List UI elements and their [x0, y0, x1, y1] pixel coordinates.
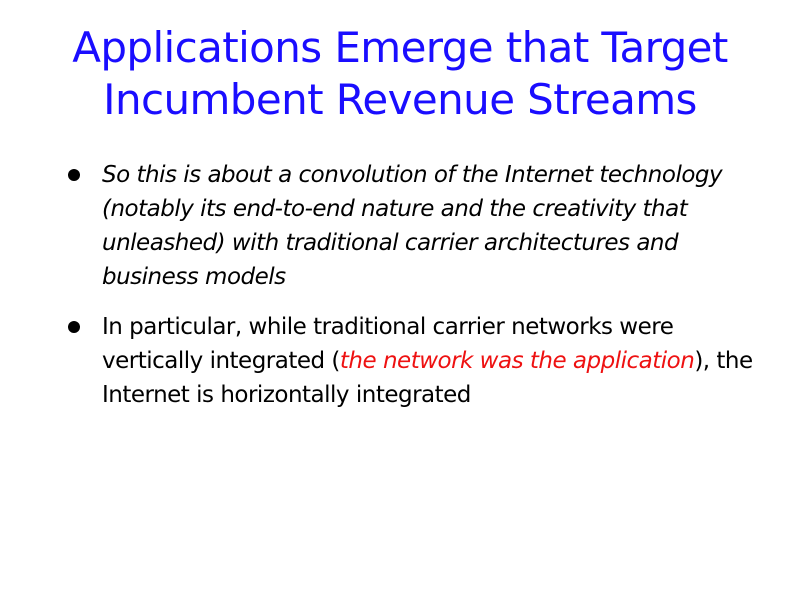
- bullet-item-2: In particular, while traditional carrier…: [66, 310, 756, 412]
- bullet-list: So this is about a convolution of the In…: [66, 158, 756, 412]
- highlighted-phrase: the network was the application: [340, 348, 694, 374]
- bullet-dot-icon: [68, 321, 80, 333]
- bullet-text: So this is about a convolution of the In…: [102, 162, 722, 290]
- slide-title: Applications Emerge that Target Incumben…: [40, 22, 760, 126]
- bullet-dot-icon: [68, 169, 80, 181]
- bullet-item-1: So this is about a convolution of the In…: [66, 158, 756, 294]
